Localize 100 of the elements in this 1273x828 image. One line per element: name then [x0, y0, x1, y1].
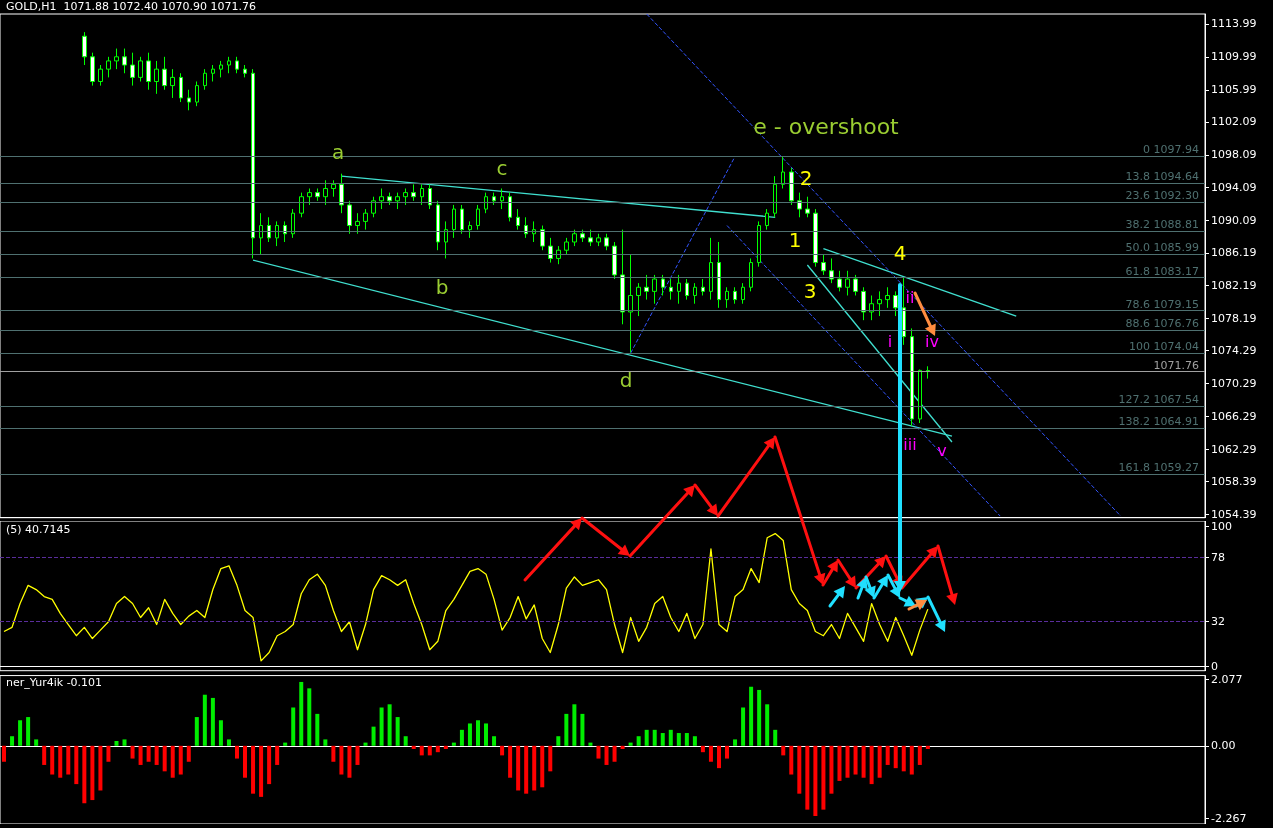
- candlestick: [540, 225, 545, 251]
- bar: [741, 707, 746, 746]
- ref-line-label: 38.2 1088.81: [1125, 218, 1199, 232]
- y-tick-label: 1074.29: [1211, 344, 1257, 358]
- bar: [773, 729, 778, 746]
- candlestick: [893, 290, 898, 317]
- candlestick: [195, 80, 199, 107]
- bar: [130, 745, 135, 759]
- bar: [893, 745, 898, 769]
- candlestick: [813, 208, 818, 268]
- bar: [925, 745, 930, 749]
- candlestick: [620, 229, 625, 325]
- bar: [572, 704, 577, 746]
- y-tick-label: 0: [1211, 660, 1218, 673]
- candlestick: [861, 286, 866, 321]
- annotation: 3: [803, 279, 817, 303]
- candlestick: [323, 179, 328, 206]
- y-tick-label: 1078.19: [1211, 312, 1257, 326]
- y-tick-label: 100: [1211, 520, 1232, 534]
- candlestick: [211, 64, 215, 82]
- bar: [508, 745, 513, 778]
- bar: [331, 745, 336, 762]
- candlestick: [283, 220, 287, 243]
- candlestick: [114, 48, 119, 70]
- ref-line-label: 13.8 1094.64: [1125, 170, 1199, 184]
- y-tick-label: 1102.09: [1211, 115, 1257, 129]
- candlestick: [596, 233, 601, 247]
- bar: [588, 742, 593, 746]
- candlestick: [379, 187, 384, 210]
- candlestick: [588, 229, 593, 247]
- candlestick: [219, 60, 223, 78]
- candlestick: [749, 257, 753, 292]
- bar: [725, 745, 730, 759]
- bar: [443, 745, 448, 749]
- annotation: ii: [905, 287, 915, 307]
- candlestick: [420, 183, 424, 206]
- y-tick-label: 1086.19: [1211, 246, 1257, 260]
- bar: [307, 688, 312, 746]
- candlestick: [765, 208, 769, 231]
- candlestick: [644, 274, 649, 301]
- bar: [869, 745, 874, 785]
- y-tick-label: 1082.19: [1211, 279, 1257, 293]
- candlestick: [307, 187, 312, 206]
- bar: [909, 745, 914, 775]
- bar: [267, 745, 272, 785]
- bar: [427, 745, 432, 756]
- bar: [299, 681, 304, 746]
- bar: [829, 745, 834, 794]
- candlestick: [235, 56, 239, 74]
- bar: [885, 745, 890, 765]
- y-tick-label: 1066.29: [1211, 410, 1257, 424]
- bar: [548, 745, 553, 772]
- candlestick: [548, 237, 553, 264]
- candlestick: [130, 52, 135, 87]
- candlestick: [652, 274, 657, 305]
- bar: [757, 689, 762, 746]
- candlestick: [339, 173, 344, 214]
- annotation: 4: [893, 241, 907, 265]
- bar: [813, 745, 818, 817]
- candlestick: [741, 282, 745, 305]
- candlestick: [869, 294, 874, 321]
- annotation: iv: [925, 331, 939, 351]
- candlestick: [146, 52, 151, 91]
- bar: [194, 717, 199, 746]
- candlestick: [781, 155, 785, 189]
- candlestick: [918, 369, 922, 424]
- chart-title: GOLD,H1 1071.88 1072.40 1070.90 1071.76: [6, 0, 256, 13]
- ref-line-label: 161.8 1059.27: [1118, 461, 1199, 475]
- candlestick: [355, 212, 360, 235]
- bar: [564, 713, 569, 746]
- annotation: a: [331, 140, 345, 164]
- bar: [492, 736, 497, 746]
- candlestick: [227, 56, 231, 74]
- candlestick: [387, 192, 392, 206]
- bar: [98, 745, 103, 791]
- bar: [821, 745, 826, 810]
- bar: [379, 707, 384, 746]
- candlestick: [789, 167, 794, 206]
- bar: [403, 736, 408, 746]
- annotation: 2: [799, 166, 813, 190]
- candlestick: [476, 204, 480, 231]
- candlestick: [347, 200, 352, 235]
- annotation: b: [435, 275, 449, 299]
- candlestick: [797, 192, 802, 218]
- candlestick: [98, 64, 103, 87]
- bar: [901, 745, 906, 772]
- annotation: e - overshoot: [753, 113, 900, 139]
- bar: [500, 745, 505, 756]
- ref-line-label: 50.0 1085.99: [1125, 241, 1199, 255]
- bar: [202, 694, 207, 746]
- candlestick: [460, 204, 464, 235]
- candlestick: [845, 270, 850, 296]
- candlestick: [661, 274, 665, 296]
- bar: [371, 726, 376, 746]
- candlestick: [556, 245, 561, 265]
- bar: [845, 745, 850, 778]
- candlestick: [403, 187, 408, 206]
- bar: [363, 742, 368, 746]
- annotation: d: [619, 368, 633, 392]
- ref-line-label: 78.6 1079.15: [1125, 297, 1199, 311]
